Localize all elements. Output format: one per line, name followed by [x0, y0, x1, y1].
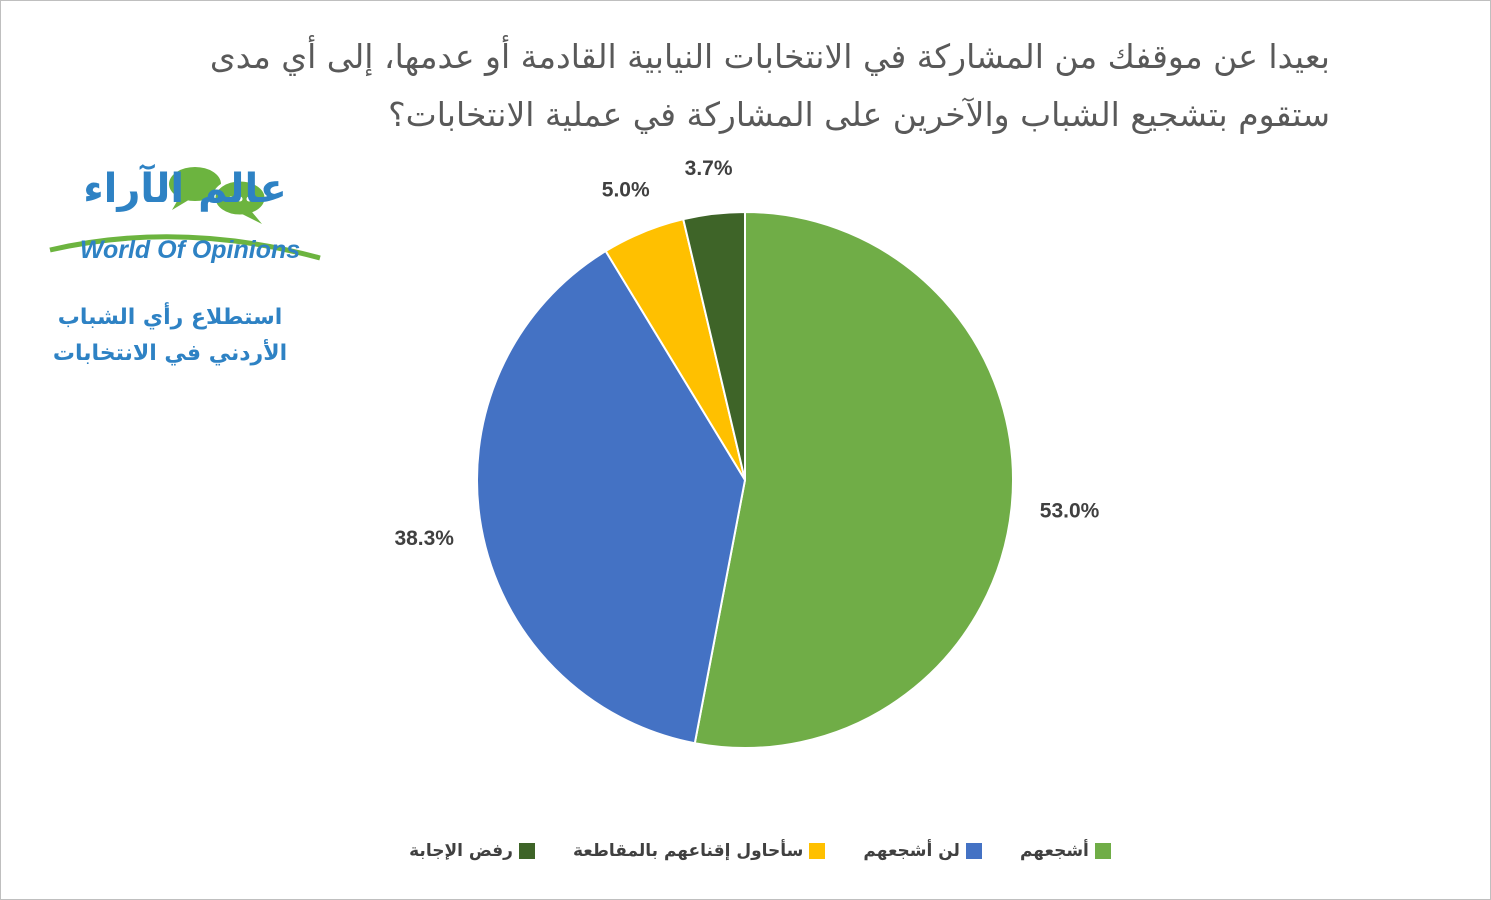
chart-title-line-1: بعيدا عن موقفك من المشاركة في الانتخابات… [209, 37, 1330, 76]
legend-label-not-encourage: لن أشجعهم [863, 841, 960, 861]
legend-label-refused: رفض الإجابة [409, 841, 513, 861]
legend-item-encourage: أشجعهم [1020, 841, 1111, 861]
world-of-opinions-logo: عالم الآراء World Of Opinions [30, 158, 330, 278]
data-label-encourage: 53.0% [1040, 500, 1100, 523]
pie-slice-refused [682, 210, 746, 481]
chart-legend: أشجعهم لن أشجعهم سأحاول إقناعهم بالمقاطع… [380, 836, 1140, 866]
logo-english-text: World Of Opinions [79, 236, 301, 264]
legend-swatch-encourage [1094, 843, 1111, 859]
legend-swatch-not-encourage [965, 843, 982, 859]
data-label-refused: 3.7% [685, 157, 733, 180]
chart-title-line-2: ستقوم بتشجيع الشباب والآخرين على المشارك… [388, 95, 1330, 134]
legend-item-refused: رفض الإجابة [409, 841, 535, 861]
survey-subtitle: استطلاع رأي الشباب الأردني في الانتخابات [40, 300, 300, 372]
data-label-not-encourage: 38.3% [394, 527, 454, 550]
chart-title: بعيدا عن موقفك من المشاركة في الانتخابات… [150, 28, 1330, 144]
survey-subtitle-line-1: استطلاع رأي الشباب [57, 305, 283, 330]
legend-swatch-boycott [809, 843, 826, 859]
legend-label-boycott: سأحاول إقناعهم بالمقاطعة [572, 841, 804, 861]
data-label-boycott: 5.0% [602, 179, 650, 202]
speech-bubbles-icon [49, 167, 321, 261]
legend-swatch-refused [518, 843, 535, 859]
legend-item-boycott: سأحاول إقناعهم بالمقاطعة [572, 841, 826, 861]
pie-slice-encourage [693, 210, 1014, 749]
logo-arabic-text: عالم الآراء [83, 166, 287, 212]
legend-label-encourage: أشجعهم [1019, 841, 1089, 861]
legend-item-not-encourage: لن أشجعهم [863, 841, 982, 861]
pie-slice-not-encourage [476, 249, 747, 745]
survey-subtitle-line-2: الأردني في الانتخابات [52, 341, 288, 366]
